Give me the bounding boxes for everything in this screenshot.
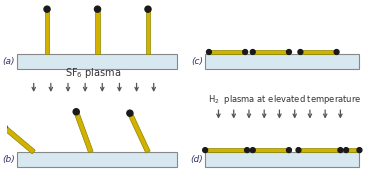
Circle shape: [338, 148, 343, 153]
Text: (a): (a): [2, 57, 15, 66]
Polygon shape: [128, 113, 150, 153]
Bar: [146, 10, 150, 54]
Bar: [346, 148, 359, 152]
Circle shape: [145, 6, 151, 12]
Bar: [253, 148, 289, 152]
Circle shape: [243, 49, 248, 54]
Circle shape: [44, 6, 50, 12]
Circle shape: [298, 49, 303, 54]
Bar: [95, 10, 100, 54]
Circle shape: [287, 148, 291, 153]
Circle shape: [250, 148, 255, 153]
Bar: [205, 148, 247, 152]
Text: (c): (c): [191, 57, 203, 66]
Circle shape: [334, 49, 339, 54]
Circle shape: [203, 148, 208, 153]
Bar: [301, 50, 336, 54]
Circle shape: [94, 6, 101, 12]
Text: SF$_6$ plasma: SF$_6$ plasma: [65, 66, 121, 80]
Circle shape: [296, 148, 301, 153]
Circle shape: [206, 49, 211, 54]
Polygon shape: [74, 112, 93, 153]
Text: (b): (b): [2, 155, 15, 164]
Bar: [17, 152, 177, 167]
Circle shape: [73, 109, 79, 115]
Circle shape: [287, 49, 291, 54]
Circle shape: [1, 124, 7, 130]
Text: H$_2$  plasma at elevated temperature: H$_2$ plasma at elevated temperature: [208, 93, 362, 106]
Circle shape: [245, 148, 249, 153]
Bar: [205, 152, 359, 167]
Bar: [17, 54, 177, 69]
Bar: [299, 148, 341, 152]
Text: (d): (d): [191, 155, 203, 164]
Bar: [45, 10, 50, 54]
Bar: [205, 54, 359, 69]
Circle shape: [344, 148, 349, 153]
Bar: [209, 50, 245, 54]
Circle shape: [127, 110, 133, 116]
Circle shape: [357, 148, 362, 153]
Bar: [253, 50, 289, 54]
Polygon shape: [3, 126, 35, 154]
Circle shape: [250, 49, 255, 54]
